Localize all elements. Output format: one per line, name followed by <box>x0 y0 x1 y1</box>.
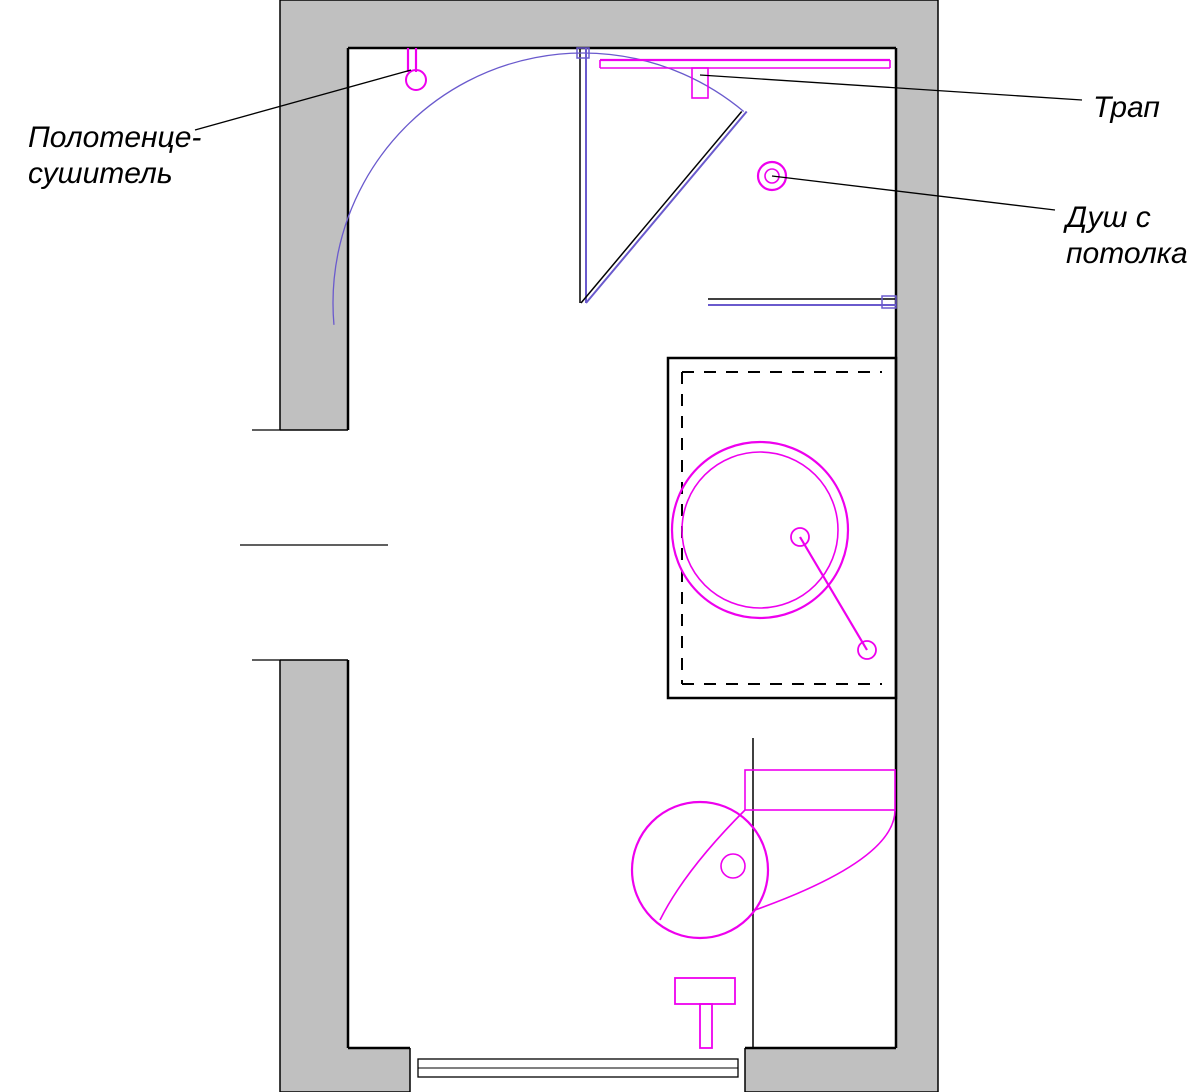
label-line: Душ с <box>1066 201 1151 234</box>
label-line: сушитель <box>28 157 173 190</box>
label-ceiling-shower: Душ спотолка <box>1066 200 1188 272</box>
label-line: Полотенце- <box>28 121 201 154</box>
label-towel-warmer: Полотенце-сушитель <box>28 120 201 192</box>
floorplan-container: Полотенце-сушитель Трап Душ спотолка <box>0 0 1200 1092</box>
label-drain: Трап <box>1093 90 1160 126</box>
walls <box>280 0 938 1092</box>
label-line: потолка <box>1066 237 1188 270</box>
